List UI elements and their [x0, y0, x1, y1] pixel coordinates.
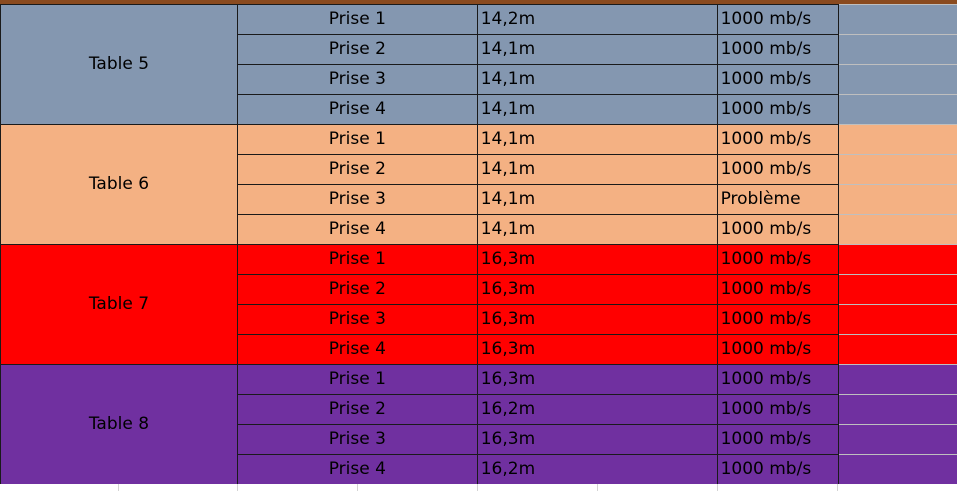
group-label-cell[interactable]: Table 7 — [0, 244, 238, 365]
previous-row-edge — [0, 0, 957, 4]
length-cell[interactable]: 14,1m — [476, 64, 718, 95]
empty-cell[interactable] — [837, 274, 957, 305]
speed-cell[interactable]: 1000 mb/s — [716, 394, 839, 425]
table-row: Table 5 Prise 1 14,2m 1000 mb/s — [0, 4, 957, 125]
speed-cell[interactable]: 1000 mb/s — [716, 454, 839, 485]
column-gridline — [477, 484, 478, 491]
length-cell[interactable]: 14,2m — [476, 4, 718, 35]
group-label-cell[interactable]: Table 5 — [0, 4, 238, 125]
table-row: Table 6 Prise 1 14,1m 1000 mb/s — [0, 124, 957, 245]
speed-cell[interactable]: 1000 mb/s — [716, 154, 839, 185]
column-gridline — [717, 484, 718, 491]
length-cell[interactable]: 16,3m — [476, 244, 718, 275]
empty-cell[interactable] — [837, 124, 957, 155]
column-gridline — [357, 484, 358, 491]
speed-cell[interactable]: Problème — [716, 184, 839, 215]
plug-cell[interactable]: Prise 3 — [236, 424, 478, 455]
table-row: Prise 4 16,3m 1000 mb/s — [1, 334, 957, 365]
plug-cell[interactable]: Prise 3 — [236, 184, 478, 215]
empty-cell[interactable] — [837, 424, 957, 455]
length-cell[interactable]: 16,3m — [476, 424, 718, 455]
empty-cell[interactable] — [837, 454, 957, 485]
table-row: Prise 3 16,3m 1000 mb/s — [1, 424, 957, 455]
speed-cell[interactable]: 1000 mb/s — [716, 94, 839, 125]
speed-cell[interactable]: 1000 mb/s — [716, 334, 839, 365]
speed-cell[interactable]: 1000 mb/s — [716, 214, 839, 245]
empty-row-strip — [0, 484, 957, 491]
plug-cell[interactable]: Prise 4 — [236, 214, 478, 245]
table-row: Prise 4 14,1m 1000 mb/s — [1, 94, 957, 125]
length-cell[interactable]: 14,1m — [476, 154, 718, 185]
plug-cell[interactable]: Prise 1 — [236, 124, 478, 155]
empty-cell[interactable] — [837, 364, 957, 395]
plug-cell[interactable]: Prise 1 — [236, 364, 478, 395]
speed-cell[interactable]: 1000 mb/s — [716, 34, 839, 65]
table-row: Table 8 Prise 1 16,3m 1000 mb/s — [0, 364, 957, 485]
length-cell[interactable]: 16,2m — [476, 454, 718, 485]
length-cell[interactable]: 14,1m — [476, 34, 718, 65]
table-row: Prise 2 14,1m 1000 mb/s — [1, 34, 957, 65]
length-cell[interactable]: 14,1m — [476, 184, 718, 215]
plug-cell[interactable]: Prise 3 — [236, 64, 478, 95]
plug-cell[interactable]: Prise 2 — [236, 34, 478, 65]
table-row: Prise 3 14,1m Problème — [1, 184, 957, 215]
plug-cell[interactable]: Prise 4 — [236, 94, 478, 125]
table-row: Prise 4 14,1m 1000 mb/s — [1, 214, 957, 245]
speed-cell[interactable]: 1000 mb/s — [716, 424, 839, 455]
empty-cell[interactable] — [837, 34, 957, 65]
length-cell[interactable]: 16,3m — [476, 364, 718, 395]
group-label-cell[interactable]: Table 6 — [0, 124, 238, 245]
empty-cell[interactable] — [837, 244, 957, 275]
length-cell[interactable]: 14,1m — [476, 94, 718, 125]
plug-cell[interactable]: Prise 4 — [236, 334, 478, 365]
network-plug-table: Table 5 Prise 1 14,2m 1000 mb/s Prise 2 14,1m… — [0, 4, 957, 485]
column-gridline — [118, 484, 119, 491]
plug-cell[interactable]: Prise 2 — [236, 154, 478, 185]
empty-cell[interactable] — [837, 94, 957, 125]
length-cell[interactable]: 16,3m — [476, 304, 718, 335]
speed-cell[interactable]: 1000 mb/s — [716, 274, 839, 305]
table-row: Prise 2 14,1m 1000 mb/s — [1, 154, 957, 185]
speed-cell[interactable]: 1000 mb/s — [716, 64, 839, 95]
length-cell[interactable]: 16,2m — [476, 394, 718, 425]
plug-cell[interactable]: Prise 2 — [236, 274, 478, 305]
table-row: Table 7 Prise 1 16,3m 1000 mb/s — [0, 244, 957, 365]
speed-cell[interactable]: 1000 mb/s — [716, 304, 839, 335]
empty-cell[interactable] — [837, 334, 957, 365]
empty-cell[interactable] — [837, 184, 957, 215]
plug-cell[interactable]: Prise 3 — [236, 304, 478, 335]
length-cell[interactable]: 14,1m — [476, 214, 718, 245]
empty-cell[interactable] — [837, 214, 957, 245]
table-row: Prise 4 16,2m 1000 mb/s — [1, 454, 957, 485]
plug-cell[interactable]: Prise 1 — [236, 244, 478, 275]
length-cell[interactable]: 16,3m — [476, 274, 718, 305]
speed-cell[interactable]: 1000 mb/s — [716, 364, 839, 395]
column-gridline — [597, 484, 598, 491]
speed-cell[interactable]: 1000 mb/s — [716, 244, 839, 275]
column-gridline — [837, 484, 838, 491]
table-row: Prise 2 16,3m 1000 mb/s — [1, 274, 957, 305]
empty-cell[interactable] — [837, 304, 957, 335]
group-label-cell[interactable]: Table 8 — [0, 364, 238, 485]
empty-cell[interactable] — [837, 154, 957, 185]
table-row: Prise 3 14,1m 1000 mb/s — [1, 64, 957, 95]
plug-cell[interactable]: Prise 4 — [236, 454, 478, 485]
plug-cell[interactable]: Prise 1 — [236, 4, 478, 35]
table-row: Prise 2 16,2m 1000 mb/s — [1, 394, 957, 425]
plug-cell[interactable]: Prise 2 — [236, 394, 478, 425]
speed-cell[interactable]: 1000 mb/s — [716, 4, 839, 35]
empty-cell[interactable] — [837, 394, 957, 425]
empty-cell[interactable] — [837, 64, 957, 95]
length-cell[interactable]: 16,3m — [476, 334, 718, 365]
column-gridline — [237, 484, 238, 491]
empty-cell[interactable] — [837, 4, 957, 35]
speed-cell[interactable]: 1000 mb/s — [716, 124, 839, 155]
length-cell[interactable]: 14,1m — [476, 124, 718, 155]
